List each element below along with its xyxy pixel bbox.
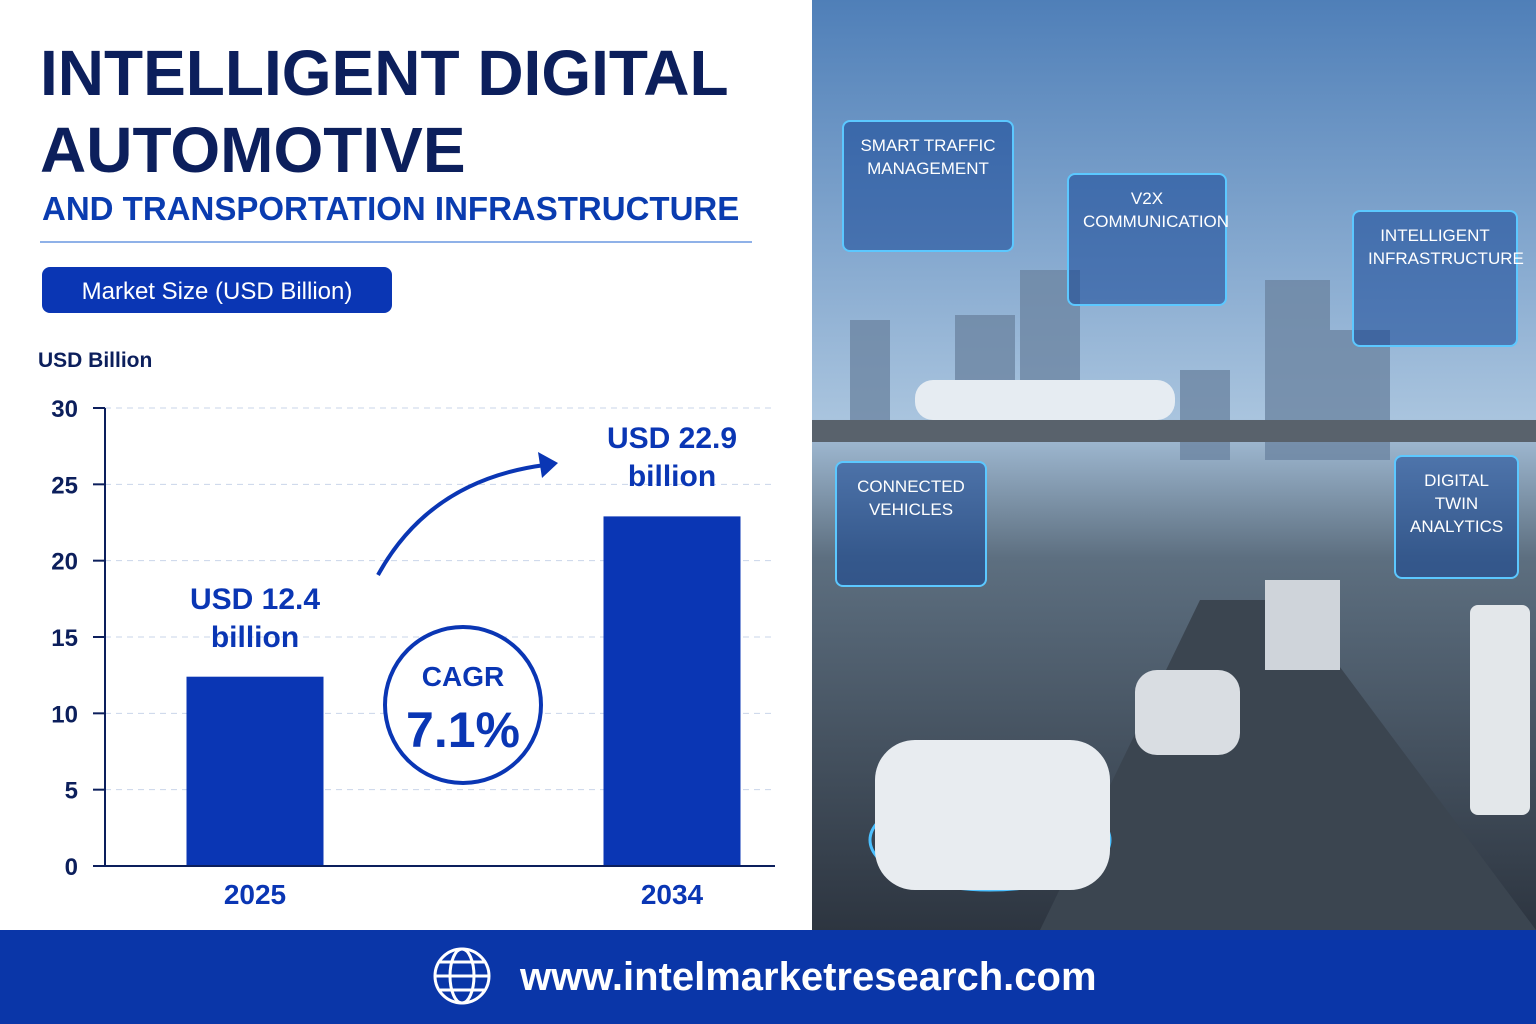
cagr-value: 7.1% — [406, 702, 520, 758]
y-axis-label: USD Billion — [38, 349, 152, 372]
arrow-head — [538, 452, 558, 478]
x-tick-label: 2025 — [224, 879, 286, 910]
badge — [42, 267, 392, 313]
data-label: USD 12.4 billion — [189, 582, 321, 654]
y-tick-label: 15 — [51, 625, 78, 652]
callout-box: INTELLIGENT INFRASTRUCTURE — [1352, 210, 1524, 347]
train — [915, 380, 1175, 420]
footer-bar — [0, 930, 1536, 1024]
y-tick-label: 20 — [51, 549, 78, 576]
y-tick-label: 5 — [65, 778, 78, 805]
x-tick-label: 2034 — [641, 879, 704, 910]
cagr-label: CAGR — [422, 661, 504, 692]
subtitle: AND TRANSPORTATION INFRASTRUCTURE — [42, 190, 739, 227]
title: INTELLIGENT DIGITAL — [40, 37, 729, 109]
callout-box: SMART TRAFFIC MANAGEMENT — [842, 120, 1014, 252]
charger — [1470, 605, 1530, 815]
title: AUTOMOTIVE — [40, 114, 466, 186]
bar — [186, 676, 324, 866]
callout-box: DIGITAL TWIN ANALYTICS — [1394, 455, 1519, 579]
cagr-circle — [383, 625, 543, 785]
car — [875, 740, 1110, 890]
bridge — [812, 420, 1536, 442]
growth-arrow — [376, 463, 546, 576]
callout-box: CONNECTED VEHICLES — [835, 461, 987, 587]
footer-url: www.intelmarketresearch.com — [519, 955, 1097, 999]
bar — [603, 516, 741, 866]
badge-text: Market Size (USD Billion) — [82, 278, 353, 305]
y-tick-label: 25 — [51, 472, 78, 499]
car — [1135, 670, 1240, 755]
y-tick-label: 0 — [65, 854, 78, 881]
callout-box: V2X COMMUNICATION — [1067, 173, 1229, 306]
y-tick-label: 10 — [51, 701, 78, 728]
y-tick-label: 30 — [51, 396, 78, 423]
truck — [1265, 580, 1340, 670]
globe-icon — [433, 947, 491, 1005]
data-label: USD 22.9 billion — [606, 422, 738, 494]
